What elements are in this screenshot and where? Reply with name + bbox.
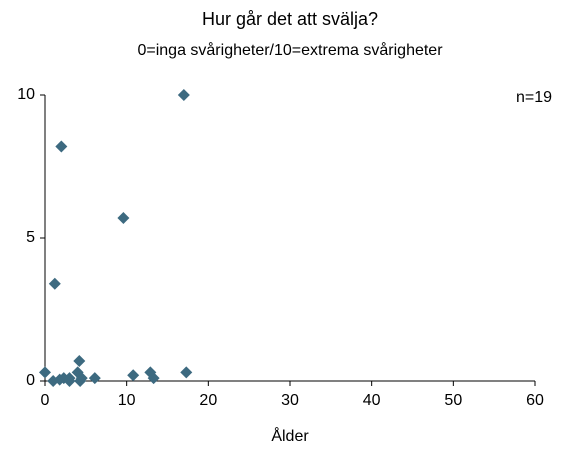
x-axis-label: Ålder	[271, 426, 309, 445]
point	[127, 369, 140, 382]
point	[88, 372, 101, 385]
x-tick-label: 0	[41, 392, 50, 409]
y-tick-label: 5	[26, 229, 35, 246]
point	[48, 277, 61, 290]
chart-subtitle: 0=inga svårigheter/10=extrema svårighete…	[137, 41, 443, 59]
y-tick-label: 0	[26, 372, 35, 389]
point	[177, 89, 190, 101]
point	[180, 366, 193, 379]
y-tick-label: 10	[17, 86, 35, 103]
point	[55, 140, 68, 153]
x-tick-label: 50	[444, 392, 462, 409]
x-tick-label: 10	[118, 392, 136, 409]
x-tick-label: 60	[526, 392, 544, 409]
point	[73, 354, 86, 367]
chart-title: Hur går det att svälja?	[202, 9, 378, 29]
x-tick-label: 40	[363, 392, 381, 409]
x-tick-label: 30	[281, 392, 299, 409]
point	[147, 372, 160, 385]
point	[39, 366, 51, 379]
point	[117, 211, 130, 224]
point	[63, 375, 76, 387]
point	[74, 375, 87, 387]
annotation: n=19	[516, 89, 552, 106]
x-tick-label: 20	[199, 392, 217, 409]
